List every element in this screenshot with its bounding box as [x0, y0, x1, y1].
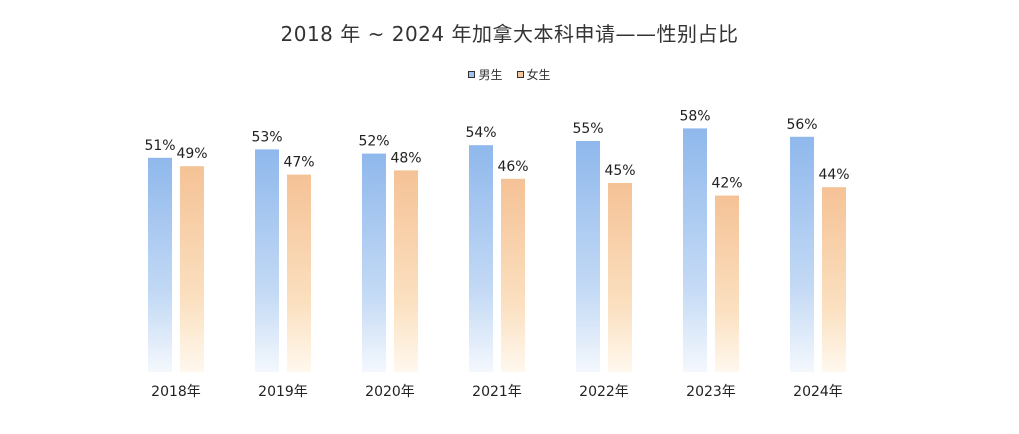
bar-male-0 [148, 157, 172, 372]
x-tick-label-1: 2019年 [258, 384, 308, 400]
bar-male-1 [255, 149, 279, 372]
data-label-male-6: 56% [786, 117, 817, 133]
bar-male-6 [790, 136, 814, 372]
data-label-male-1: 53% [251, 129, 282, 145]
bar-female-5 [715, 195, 739, 372]
bar-female-2 [394, 170, 418, 372]
data-label-female-3: 46% [497, 159, 528, 175]
data-label-female-5: 42% [711, 176, 742, 192]
legend-item-male: 男生 [468, 66, 503, 83]
legend: 男生 女生 [0, 66, 1019, 83]
bar-male-2 [362, 153, 386, 372]
data-label-female-1: 47% [283, 155, 314, 171]
bar-female-1 [287, 174, 311, 372]
x-tick-label-5: 2023年 [686, 384, 736, 400]
legend-item-female: 女生 [516, 66, 551, 83]
bar-male-5 [683, 128, 707, 372]
data-label-male-4: 55% [572, 121, 603, 137]
bar-male-4 [576, 141, 600, 372]
legend-label-male: 男生 [478, 68, 503, 82]
data-label-male-0: 51% [144, 138, 175, 154]
data-label-female-4: 45% [604, 163, 635, 179]
data-label-female-0: 49% [176, 146, 207, 162]
bar-female-4 [608, 183, 632, 372]
bar-female-6 [822, 187, 846, 372]
legend-swatch-male [468, 71, 476, 78]
data-label-female-2: 48% [390, 150, 421, 166]
x-tick-label-0: 2018年 [151, 384, 201, 400]
x-tick-label-2: 2020年 [365, 384, 415, 400]
x-tick-label-6: 2024年 [793, 384, 843, 400]
data-label-female-6: 44% [818, 167, 849, 183]
data-label-male-5: 58% [679, 108, 710, 124]
bar-female-0 [180, 166, 204, 372]
x-tick-label-4: 2022年 [579, 384, 629, 400]
legend-label-female: 女生 [526, 68, 551, 82]
bar-female-3 [501, 178, 525, 372]
data-label-male-2: 52% [358, 134, 389, 150]
data-label-male-3: 54% [465, 125, 496, 141]
legend-swatch-female [516, 71, 524, 78]
x-tick-label-3: 2021年 [472, 384, 522, 400]
chart-title: 2018 年 ~ 2024 年加拿大本科申请——性别占比 [280, 22, 739, 46]
bar-male-3 [469, 145, 493, 372]
